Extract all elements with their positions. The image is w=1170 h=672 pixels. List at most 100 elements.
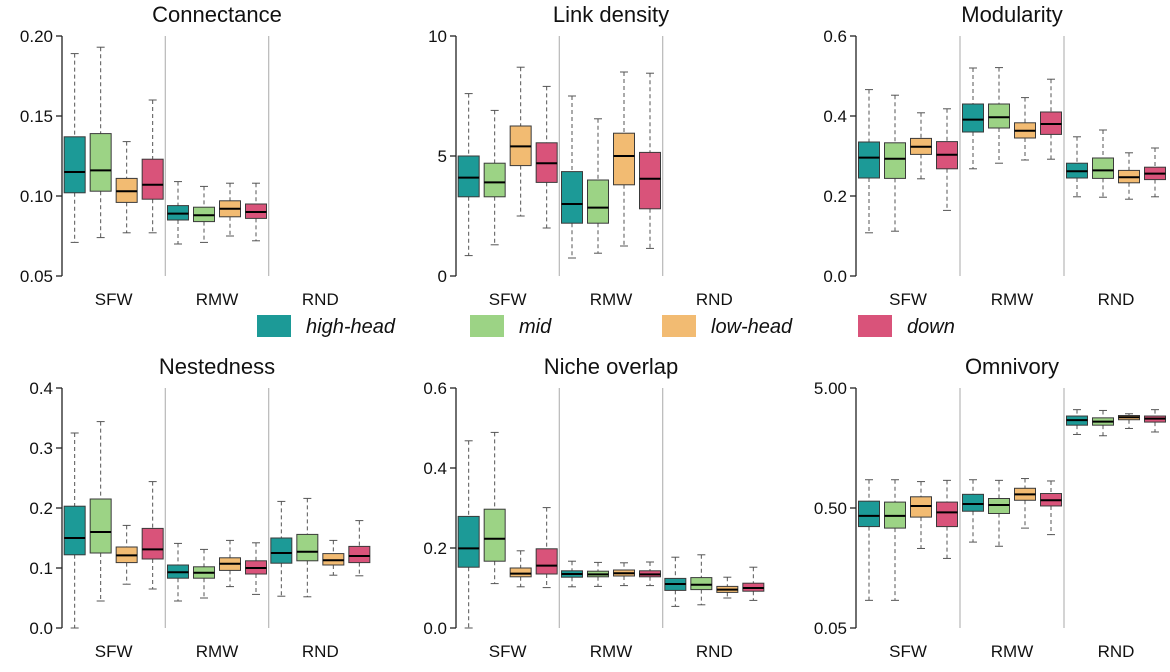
box-rmw-low-head	[1014, 97, 1036, 161]
category-label: RND	[696, 642, 733, 661]
legend-item-low-head: low-head	[662, 315, 793, 338]
y-tick-label: 0.0	[29, 619, 53, 638]
panel-omnivory: Omnivory 0.05 0.50 5.00 SFW RMW RND	[814, 354, 1166, 661]
box-sfw-low-head	[910, 112, 932, 180]
box-sfw-high-head	[457, 440, 480, 629]
y-tick-label: 0.0	[423, 619, 447, 638]
box-sfw-low-head	[115, 141, 138, 234]
box-iqr	[348, 545, 371, 564]
legend-label: mid	[519, 316, 552, 338]
box-rnd-low-head	[1118, 413, 1140, 429]
box-sfw-mid	[483, 109, 506, 246]
panel-title: Link density	[553, 2, 669, 27]
box-sfw-high-head	[63, 432, 86, 629]
box-rmw-low-head	[219, 539, 241, 588]
legend-item-mid: mid	[470, 315, 552, 338]
box-rnd-high-head	[1066, 136, 1088, 198]
category-label: RMW	[590, 290, 632, 309]
category-label: RMW	[196, 642, 238, 661]
box-sfw-down	[535, 507, 558, 589]
category-label: SFW	[489, 642, 527, 661]
category-label: RMW	[991, 290, 1033, 309]
box-rmw-mid	[587, 561, 609, 587]
box-sfw-low-head	[910, 481, 932, 549]
box-rnd-high-head	[664, 556, 687, 607]
box-iqr	[457, 515, 480, 568]
box-iqr	[63, 136, 86, 194]
box-rmw-down	[1040, 480, 1062, 536]
panel-title: Nestedness	[159, 354, 275, 379]
box-iqr	[613, 132, 635, 186]
box-rmw-high-head	[561, 560, 583, 588]
box-rnd-down	[348, 520, 371, 577]
box-iqr	[89, 498, 112, 554]
box-iqr	[483, 508, 506, 562]
y-tick-label: 0.50	[814, 499, 847, 518]
box-rnd-mid	[1092, 409, 1114, 437]
box-rmw-low-head	[613, 71, 635, 247]
category-label: SFW	[889, 290, 927, 309]
panel-title: Niche overlap	[544, 354, 679, 379]
legend-label: down	[907, 316, 955, 338]
y-tick-label: 0.05	[20, 267, 53, 286]
box-iqr	[988, 103, 1010, 129]
y-tick-label: 0.4	[423, 459, 447, 478]
box-rmw-mid	[988, 479, 1010, 547]
box-sfw-mid	[884, 479, 906, 601]
box-iqr	[988, 497, 1010, 514]
box-rmw-low-head	[1014, 478, 1036, 529]
box-sfw-mid	[89, 46, 112, 239]
box-iqr	[962, 103, 984, 133]
category-label: RND	[302, 290, 339, 309]
box-rmw-down	[1040, 78, 1062, 160]
category-label: RMW	[590, 642, 632, 661]
box-rnd-mid	[296, 497, 319, 598]
y-tick-label: 10	[428, 27, 447, 46]
box-iqr	[296, 533, 319, 562]
box-sfw-down	[141, 481, 164, 590]
panel-title: Connectance	[152, 2, 282, 27]
box-sfw-mid	[89, 421, 112, 602]
box-sfw-low-head	[509, 550, 532, 588]
box-sfw-high-head	[457, 93, 480, 257]
category-label: RND	[1098, 642, 1135, 661]
box-rmw-high-head	[561, 95, 583, 259]
y-tick-label: 0.20	[20, 27, 53, 46]
box-rnd-down	[1144, 147, 1166, 198]
legend-swatch	[858, 315, 892, 337]
y-tick-label: 0.4	[823, 107, 847, 126]
box-sfw-high-head	[63, 53, 86, 243]
box-rmw-mid	[988, 67, 1010, 164]
category-label: SFW	[95, 290, 133, 309]
box-rnd-down	[742, 566, 765, 601]
panel-title: Omnivory	[965, 354, 1059, 379]
y-tick-label: 0.6	[823, 27, 847, 46]
y-tick-label: 0.4	[29, 379, 53, 398]
panel-nestedness: Nestedness 0.0 0.1 0.2 0.3 0.4 SFW RMW RND	[29, 354, 371, 661]
y-tick-label: 0.3	[29, 439, 53, 458]
y-tick-label: 0.05	[814, 619, 847, 638]
box-rmw-down	[639, 72, 661, 249]
category-label: SFW	[489, 290, 527, 309]
y-tick-label: 5	[438, 147, 447, 166]
box-rnd-low-head	[716, 576, 739, 599]
box-rmw-down	[639, 561, 661, 587]
y-tick-label: 0	[438, 267, 447, 286]
y-tick-label: 0.2	[823, 187, 847, 206]
box-rnd-high-head	[1066, 409, 1088, 435]
box-iqr	[858, 141, 880, 179]
box-iqr	[141, 158, 164, 200]
box-rmw-low-head	[219, 182, 241, 237]
box-rnd-low-head	[1118, 152, 1140, 200]
box-rmw-high-head	[962, 67, 984, 170]
y-tick-label: 0.2	[29, 499, 53, 518]
box-iqr	[639, 151, 661, 210]
panel-title: Modularity	[961, 2, 1062, 27]
legend-swatch	[257, 315, 291, 337]
box-iqr	[89, 133, 112, 192]
box-sfw-low-head	[115, 524, 138, 585]
box-iqr	[535, 548, 558, 575]
box-rmw-low-head	[613, 562, 635, 587]
category-label: RND	[696, 290, 733, 309]
